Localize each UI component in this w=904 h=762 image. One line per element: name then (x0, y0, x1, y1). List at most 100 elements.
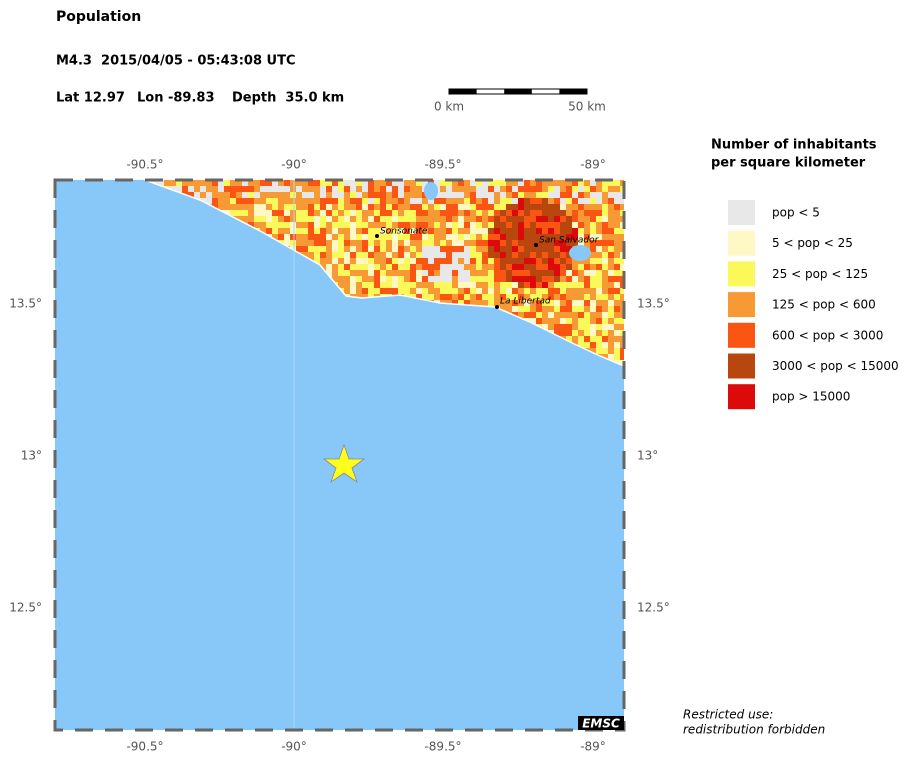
land-cell (482, 204, 488, 210)
land-cell (566, 216, 572, 222)
land-cell (434, 216, 440, 222)
land-cell (560, 180, 566, 186)
land-cell (410, 228, 416, 234)
land-cell (506, 276, 512, 282)
land-cell (332, 216, 338, 222)
land-cell (278, 228, 284, 234)
land-cell (290, 180, 296, 186)
land-cell (578, 240, 584, 246)
land-cell (230, 192, 236, 198)
land-cell (206, 192, 212, 198)
land-cell (422, 216, 428, 222)
land-cell (236, 192, 242, 198)
land-cell (620, 294, 624, 300)
land-cell (614, 264, 620, 270)
land-cell (362, 228, 368, 234)
land-cell (548, 198, 554, 204)
land-cell (602, 300, 608, 306)
land-cell (482, 288, 488, 294)
land-cell (326, 228, 332, 234)
land-cell (578, 234, 584, 240)
land-cell (332, 270, 338, 276)
legend-label: 125 < pop < 600 (772, 298, 876, 312)
land-cell (458, 216, 464, 222)
land-cell (542, 246, 548, 252)
land-cell (494, 222, 500, 228)
land-cell (458, 264, 464, 270)
land-cell (332, 264, 338, 270)
land-cell (560, 312, 566, 318)
land-cell (530, 210, 536, 216)
land-cell (416, 228, 422, 234)
land-cell (422, 246, 428, 252)
land-cell (608, 276, 614, 282)
land-cell (446, 246, 452, 252)
land-cell (494, 282, 500, 288)
land-cell (200, 192, 206, 198)
land-cell (386, 258, 392, 264)
land-cell (464, 240, 470, 246)
land-cell (242, 216, 248, 222)
land-cell (602, 306, 608, 312)
land-cell (536, 180, 542, 186)
land-cell (560, 210, 566, 216)
land-cell (554, 282, 560, 288)
land-cell (530, 180, 536, 186)
land-cell (158, 180, 164, 186)
land-cell (584, 312, 590, 318)
land-cell (410, 264, 416, 270)
land-cell (308, 228, 314, 234)
land-cell (530, 222, 536, 228)
land-cell (458, 282, 464, 288)
credit: EMSC (582, 717, 620, 731)
land-cell (362, 198, 368, 204)
land-cell (404, 204, 410, 210)
land-cell (476, 288, 482, 294)
land-cell (572, 288, 578, 294)
land-cell (422, 252, 428, 258)
land-cell (320, 192, 326, 198)
land-cell (392, 258, 398, 264)
land-cell (554, 204, 560, 210)
land-cell (554, 258, 560, 264)
land-cell (530, 318, 536, 324)
land-cell (434, 246, 440, 252)
land-cell (566, 264, 572, 270)
land-cell (602, 234, 608, 240)
land-cell (416, 192, 422, 198)
land-cell (368, 234, 374, 240)
land-cell (584, 240, 590, 246)
land-cell (428, 234, 434, 240)
land-cell (488, 264, 494, 270)
land-cell (560, 216, 566, 222)
land-cell (512, 204, 518, 210)
land-cell (356, 288, 362, 294)
land-cell (458, 240, 464, 246)
land-cell (338, 240, 344, 246)
legend-swatch (728, 200, 755, 225)
land-cell (566, 228, 572, 234)
land-cell (512, 306, 518, 312)
land-cell (596, 264, 602, 270)
land-cell (314, 246, 320, 252)
land-cell (608, 240, 614, 246)
land-cell (386, 282, 392, 288)
land-cell (554, 228, 560, 234)
land-cell (350, 228, 356, 234)
land-cell (272, 216, 278, 222)
land-cell (560, 252, 566, 258)
land-cell (314, 252, 320, 258)
land-cell (374, 264, 380, 270)
land-cell (506, 210, 512, 216)
land-cell (602, 288, 608, 294)
land-cell (584, 204, 590, 210)
land-cell (470, 258, 476, 264)
land-cell (404, 222, 410, 228)
land-cell (602, 264, 608, 270)
land-cell (560, 246, 566, 252)
lat-label: 13° (21, 449, 42, 463)
land-cell (326, 204, 332, 210)
event: M4.3 2015/04/05 - 05:43:08 UTC (56, 54, 295, 69)
land-cell (362, 210, 368, 216)
land-cell (446, 204, 452, 210)
